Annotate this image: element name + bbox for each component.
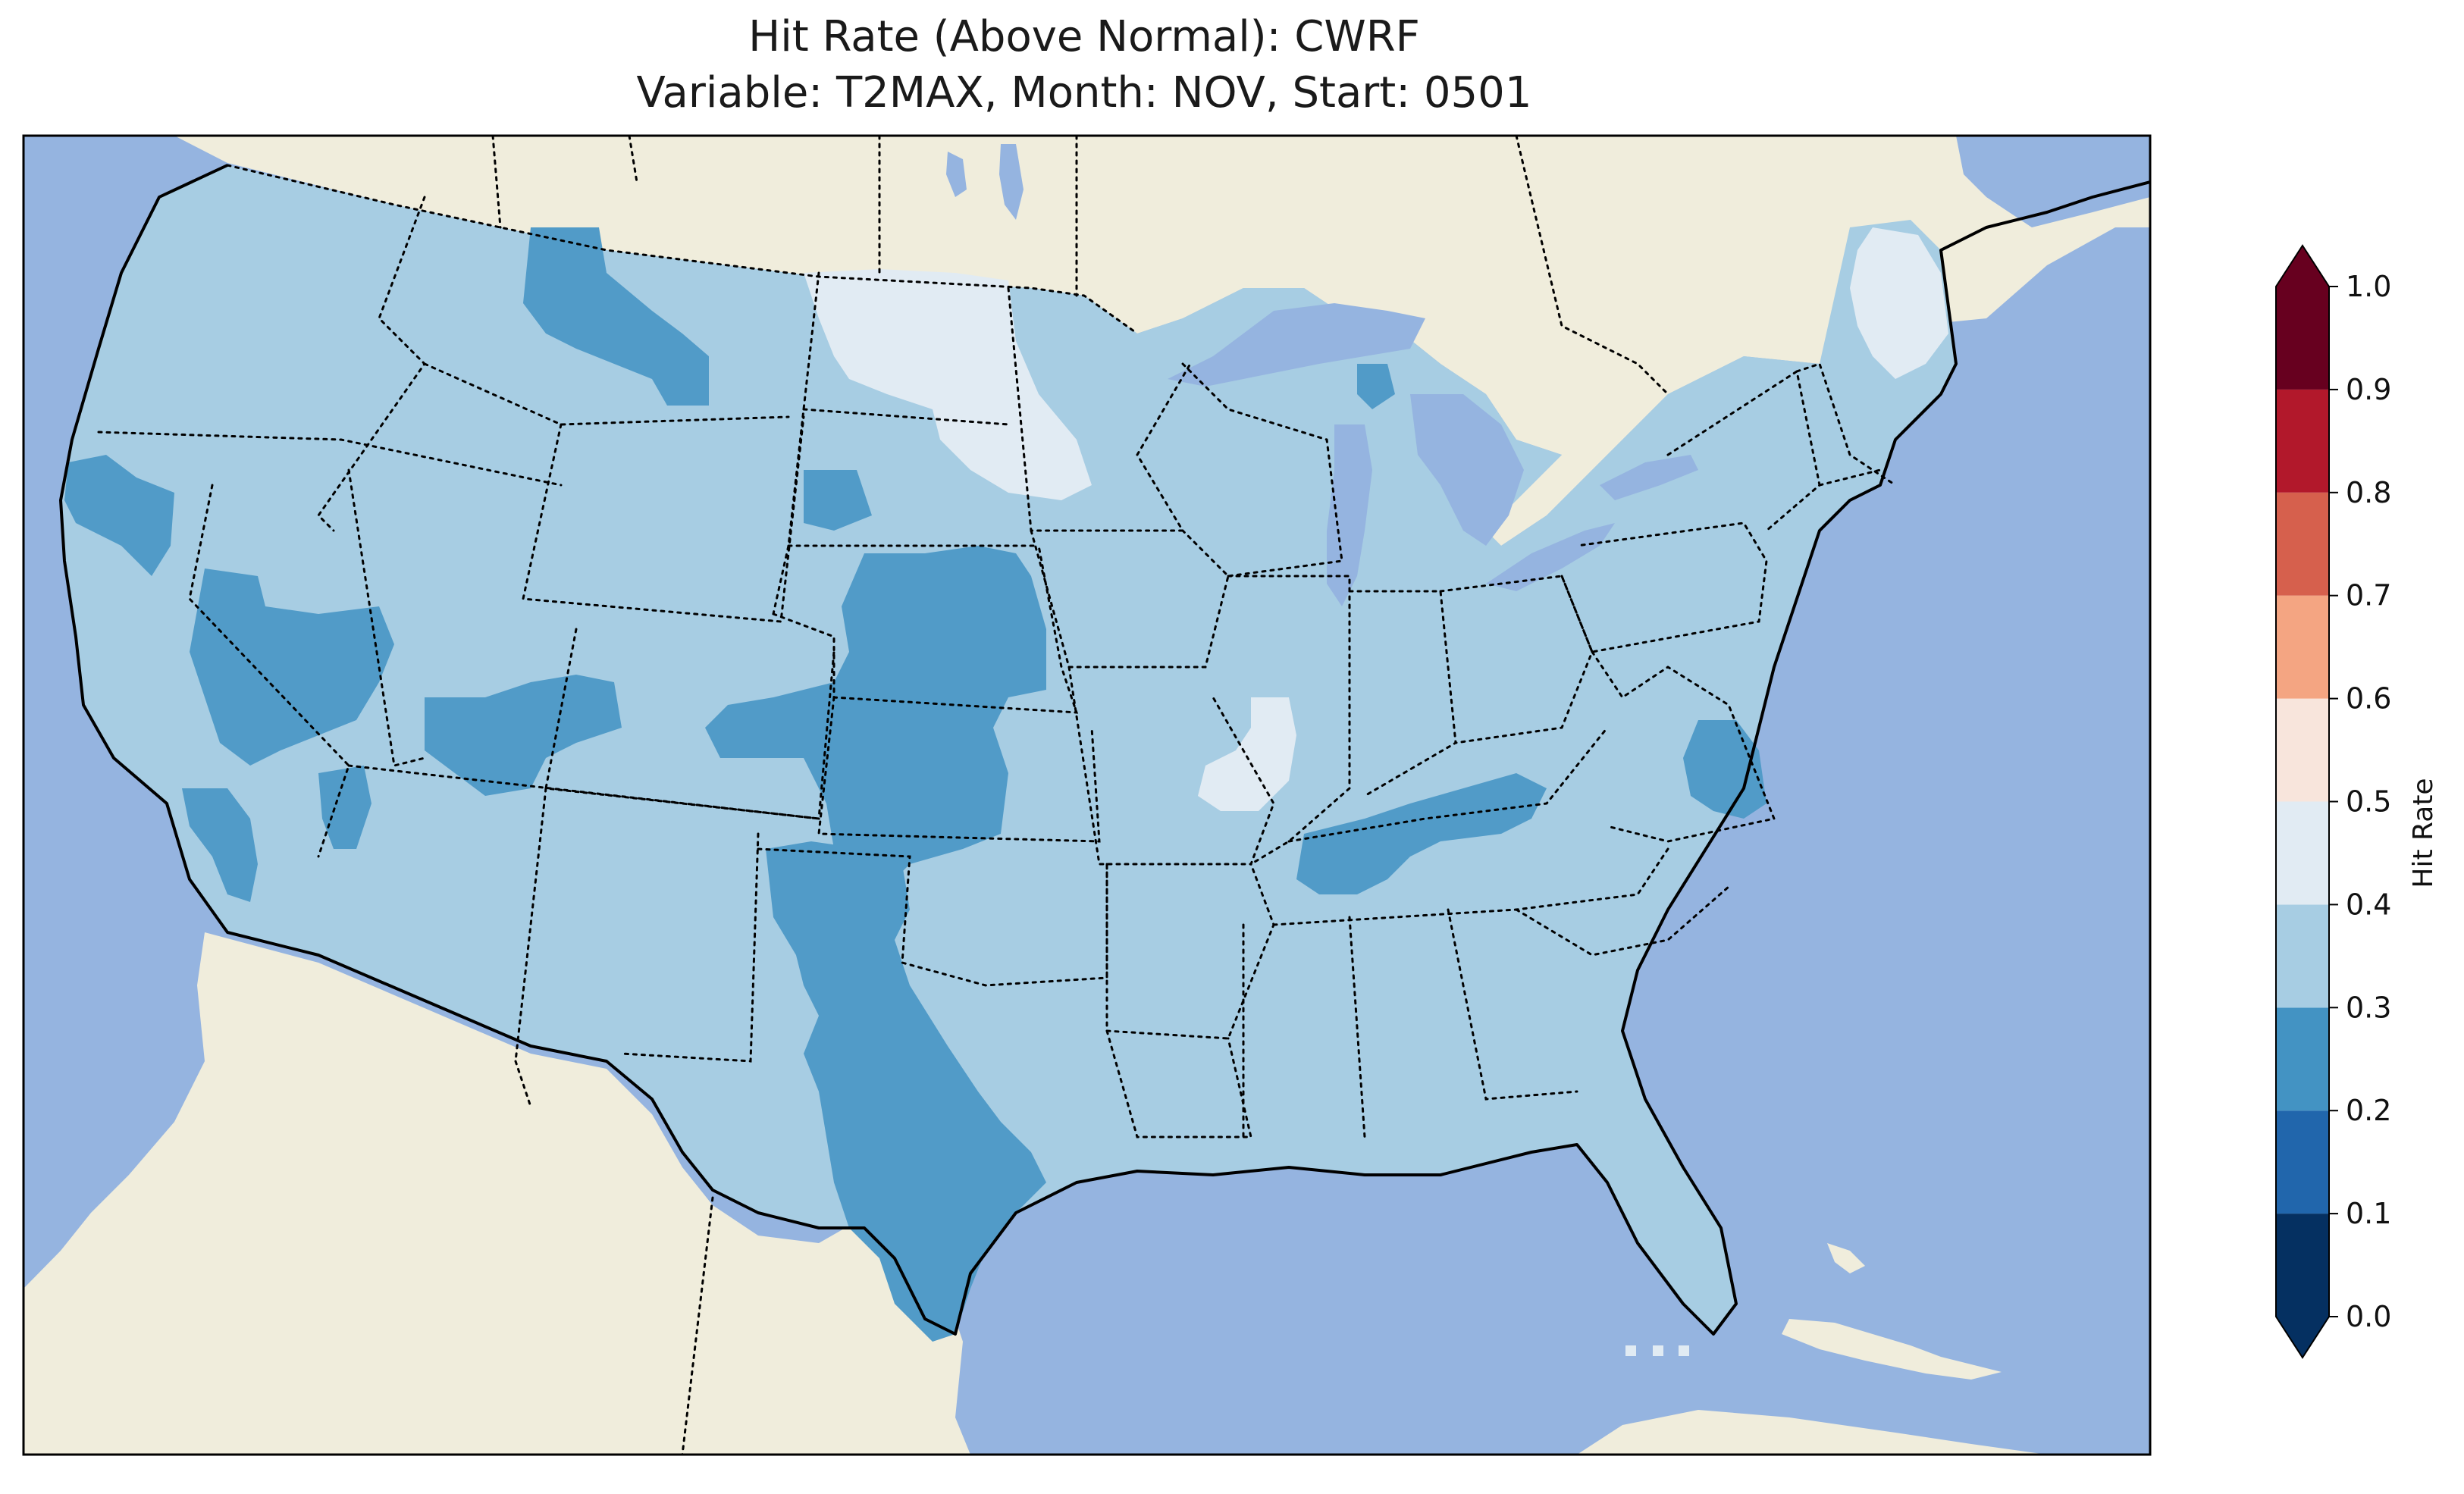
border-indiana — [1348, 590, 1457, 797]
patch-northwest-montana — [523, 227, 709, 406]
colorbar-bin-0 — [2276, 1214, 2329, 1317]
border-tennessee — [1272, 847, 1669, 926]
yucatan-land — [1577, 1410, 2047, 1455]
canadian-lakes — [946, 136, 2150, 227]
patch-illinois — [1198, 697, 1296, 811]
border-wyoming — [522, 415, 805, 623]
border-kentucky — [1287, 726, 1609, 843]
border-illinois — [1227, 575, 1351, 866]
bahamas-island — [1827, 1243, 1865, 1273]
border-iowa — [1030, 529, 1230, 669]
gulf-st-lawrence — [1956, 136, 2150, 227]
colorbar-tick-label-3: 0.3 — [2346, 991, 2391, 1024]
colorbar-bin-7 — [2276, 492, 2329, 596]
border-canada-provinces — [491, 136, 1669, 396]
patch-florida-keys-c — [1679, 1345, 1689, 1356]
colorbar-bin-4 — [2276, 801, 2329, 905]
colorbar-tick-label-8: 0.8 — [2346, 476, 2391, 509]
border-pennsylvania — [1560, 521, 1768, 653]
patch-maine — [1850, 227, 1948, 379]
border-oregon-north — [97, 431, 563, 487]
lake-superior — [1168, 303, 1425, 387]
lake-ontario — [1600, 455, 1698, 500]
border-georgia-carolinas — [1515, 885, 1730, 957]
colorbar-bin-9 — [2276, 287, 2329, 390]
lake-winnipeg — [999, 144, 1024, 220]
map-panel — [24, 136, 2150, 1455]
map-subtitle: Variable: T2MAX, Month: NOV, Start: 0501 — [636, 68, 1532, 117]
colorbar-tick-label-5: 0.5 — [2346, 785, 2391, 819]
colorbar-tick-label-10: 1.0 — [2346, 270, 2391, 303]
lake-huron — [1410, 394, 1524, 546]
border-nd-sd-west — [772, 271, 820, 615]
colorbar-extend-under — [2276, 1317, 2329, 1358]
colorbar-bin-5 — [2276, 698, 2329, 802]
patch-texas-panhandle — [766, 841, 1046, 1342]
lake-erie — [1486, 523, 1615, 591]
patch-florida-keys-b — [1653, 1345, 1663, 1356]
border-new-england — [1795, 362, 1897, 487]
colorbar-tick-label-6: 0.6 — [2346, 682, 2391, 716]
colorbar-tick-label-7: 0.7 — [2346, 579, 2391, 612]
border-mississippi-alabama — [1242, 908, 1578, 1139]
colorbar-extend-over — [2276, 246, 2329, 287]
patch-nevada-south — [318, 766, 371, 849]
map-title: Hit Rate (Above Normal): CWRF — [748, 12, 1420, 61]
colorbar-bin-6 — [2276, 595, 2329, 699]
patch-virginia — [1683, 720, 1766, 819]
border-utah-nevada — [347, 468, 426, 767]
border-wisconsin — [1181, 362, 1343, 578]
patch-florida-keys-a — [1625, 1345, 1636, 1356]
border-utah-az — [347, 764, 820, 820]
border-nm-tx — [620, 832, 760, 1063]
colorbar-label: Hit Rate — [2408, 778, 2439, 888]
patch-california-sierra — [182, 788, 258, 902]
patch-south-dakota — [804, 470, 872, 531]
colorbar-bin-1 — [2276, 1110, 2329, 1214]
border-mexico-states — [514, 1060, 714, 1455]
baja-peninsula — [281, 963, 425, 1440]
high-hit-rate-patches — [804, 227, 1948, 1356]
border-new-york — [1666, 369, 1821, 532]
colorbar-tick-label-0: 0.0 — [2346, 1300, 2391, 1333]
colorbar-bin-3 — [2276, 904, 2329, 1008]
low-hit-rate-patches — [64, 227, 1766, 1342]
patch-nevada — [190, 568, 394, 766]
colorbar-bin-8 — [2276, 389, 2329, 493]
border-kansas — [817, 696, 1101, 843]
colorbar: 0.0 0.1 0.2 0.3 0.4 0.5 0.6 0.7 0.8 0.9 1.0 — [2275, 244, 2391, 1359]
map-frame — [22, 134, 2152, 1456]
colorbar-bin-2 — [2276, 1007, 2329, 1111]
colorbar-tick-label-4: 0.4 — [2346, 888, 2391, 921]
cuba-island — [1782, 1319, 2002, 1380]
patch-michigan — [1357, 364, 1395, 409]
patch-colorado-great-plains — [705, 546, 1046, 894]
patch-oregon-coast — [64, 455, 174, 576]
patch-utah — [425, 675, 622, 796]
border-louisiana — [1105, 1029, 1252, 1139]
lake-manitoba — [946, 152, 967, 197]
border-az-nm — [514, 787, 547, 1063]
border-nv-ca — [188, 484, 350, 858]
border-nebraska — [772, 544, 1079, 714]
canada-land — [174, 136, 2150, 546]
state-borders — [97, 136, 1897, 1455]
colorbar-tick-label-1: 0.1 — [2346, 1197, 2391, 1230]
patch-kentucky-tennessee — [1296, 773, 1547, 894]
mexico-land — [24, 932, 970, 1455]
border-dakotas — [787, 408, 1040, 547]
coastline — [59, 164, 2150, 1336]
border-arkansas — [1105, 863, 1275, 1040]
patch-north-dakota — [804, 269, 1092, 500]
border-virginia — [1591, 650, 1776, 843]
colorbar-tick-label-2: 0.2 — [2346, 1094, 2391, 1127]
colorbar-tick-label-9: 0.9 — [2346, 373, 2391, 406]
